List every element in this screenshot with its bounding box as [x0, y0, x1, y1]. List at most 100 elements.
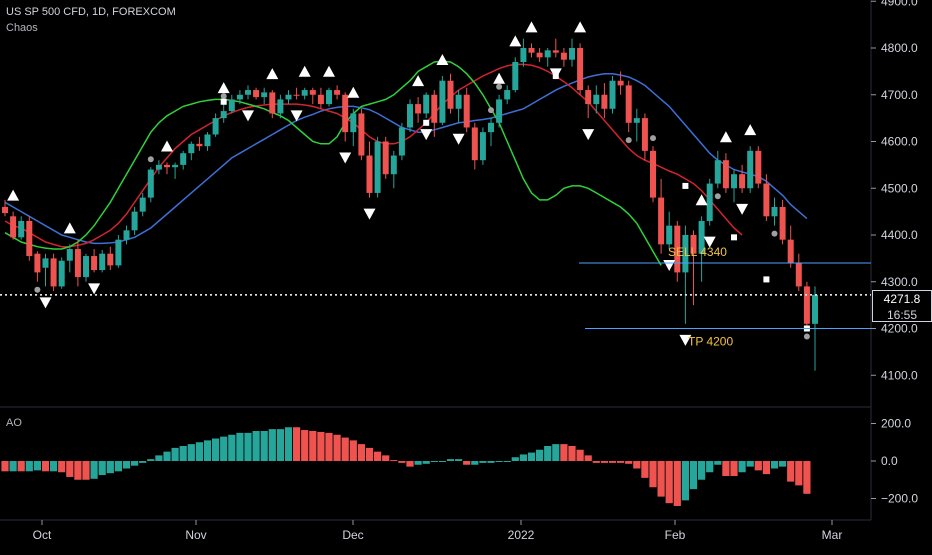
candle — [512, 57, 519, 93]
fractal-down-marker — [582, 129, 595, 141]
ao-bar — [293, 427, 301, 461]
candle — [552, 38, 559, 58]
candle — [107, 246, 114, 271]
candle — [261, 87, 268, 105]
ao-bar — [374, 451, 382, 461]
candle — [83, 253, 89, 282]
candle-body — [447, 80, 454, 109]
candle-body — [147, 169, 154, 198]
candle — [123, 225, 130, 245]
price-axis-label: 4200.0 — [881, 322, 918, 336]
candle — [787, 225, 794, 268]
signal-dot — [771, 230, 778, 237]
candle-body — [358, 113, 365, 156]
alligator-lips-line — [4, 60, 662, 266]
ao-bar — [503, 461, 511, 462]
candle-body — [714, 160, 721, 184]
ao-bar — [779, 461, 787, 467]
candle — [253, 87, 260, 100]
candle-body — [83, 256, 89, 278]
fractal-down-marker — [39, 297, 52, 309]
candle — [204, 132, 211, 151]
candle — [447, 73, 454, 114]
ao-bar — [325, 432, 333, 461]
ao-bar — [625, 461, 633, 464]
candle — [439, 76, 446, 126]
candle — [593, 85, 600, 114]
time-axis-label: Nov — [185, 528, 206, 542]
candle — [139, 192, 146, 217]
candle-body — [415, 104, 422, 114]
fractal-up-marker — [436, 54, 449, 66]
ao-bar — [220, 436, 228, 461]
ao-bar — [236, 432, 244, 461]
candle — [488, 118, 494, 147]
ao-bar — [414, 461, 422, 465]
candle — [731, 169, 737, 203]
signal-square — [763, 276, 770, 283]
ao-bar — [698, 461, 706, 480]
candle — [220, 104, 227, 123]
ao-bar — [527, 452, 536, 461]
fractal-up-marker — [298, 65, 311, 77]
signal-square — [423, 119, 430, 126]
ao-bar — [689, 461, 698, 490]
candle — [212, 113, 219, 137]
candle-body — [74, 249, 81, 278]
signal-dot — [625, 137, 632, 144]
alligator-teeth-line — [4, 63, 743, 248]
candle-body — [204, 134, 211, 147]
candle-body — [722, 160, 729, 189]
candle — [544, 48, 551, 67]
candle — [747, 146, 754, 193]
ao-bar — [738, 461, 746, 473]
candle — [577, 43, 584, 95]
ao-bar — [576, 449, 584, 461]
candle-body — [528, 48, 535, 53]
ao-bar — [560, 444, 568, 461]
signal-dot — [650, 135, 656, 142]
candle-body — [18, 220, 25, 238]
candle-body — [180, 153, 187, 165]
candle-body — [552, 50, 559, 53]
candle — [382, 136, 389, 179]
price-axis-label: 4600.0 — [881, 135, 918, 149]
ao-bar — [463, 461, 471, 465]
candle — [155, 160, 162, 175]
fractal-down-marker — [339, 152, 352, 164]
ao-bar — [519, 454, 527, 461]
candle-body — [585, 90, 592, 105]
ao-bar — [568, 446, 576, 461]
candle-body — [666, 225, 673, 245]
candle-body — [658, 197, 665, 245]
candle — [26, 216, 33, 261]
ao-bar — [203, 440, 212, 461]
ao-bar — [633, 461, 641, 469]
ao-bar — [106, 461, 114, 474]
candle-body — [795, 263, 802, 287]
fractal-down-marker — [679, 334, 692, 346]
ao-bar — [722, 461, 730, 476]
candle — [560, 48, 567, 67]
ao-bar — [657, 461, 665, 497]
ao-bar — [74, 461, 82, 480]
fractal-down-marker — [703, 236, 716, 248]
ao-bar — [147, 459, 155, 461]
candle — [34, 251, 41, 282]
candle-body — [131, 211, 138, 231]
candle-body — [309, 90, 316, 95]
ao-bar — [98, 461, 106, 476]
fractal-up-marker — [217, 82, 230, 94]
candle — [641, 113, 648, 161]
ao-bar — [131, 461, 139, 466]
candle — [407, 99, 413, 133]
candle-body — [107, 253, 114, 266]
candle — [91, 249, 98, 273]
candle-body — [747, 150, 754, 189]
fractal-up-marker — [63, 222, 76, 234]
candle-body — [698, 220, 705, 254]
candle — [674, 220, 681, 282]
fractal-down-marker — [452, 133, 465, 145]
